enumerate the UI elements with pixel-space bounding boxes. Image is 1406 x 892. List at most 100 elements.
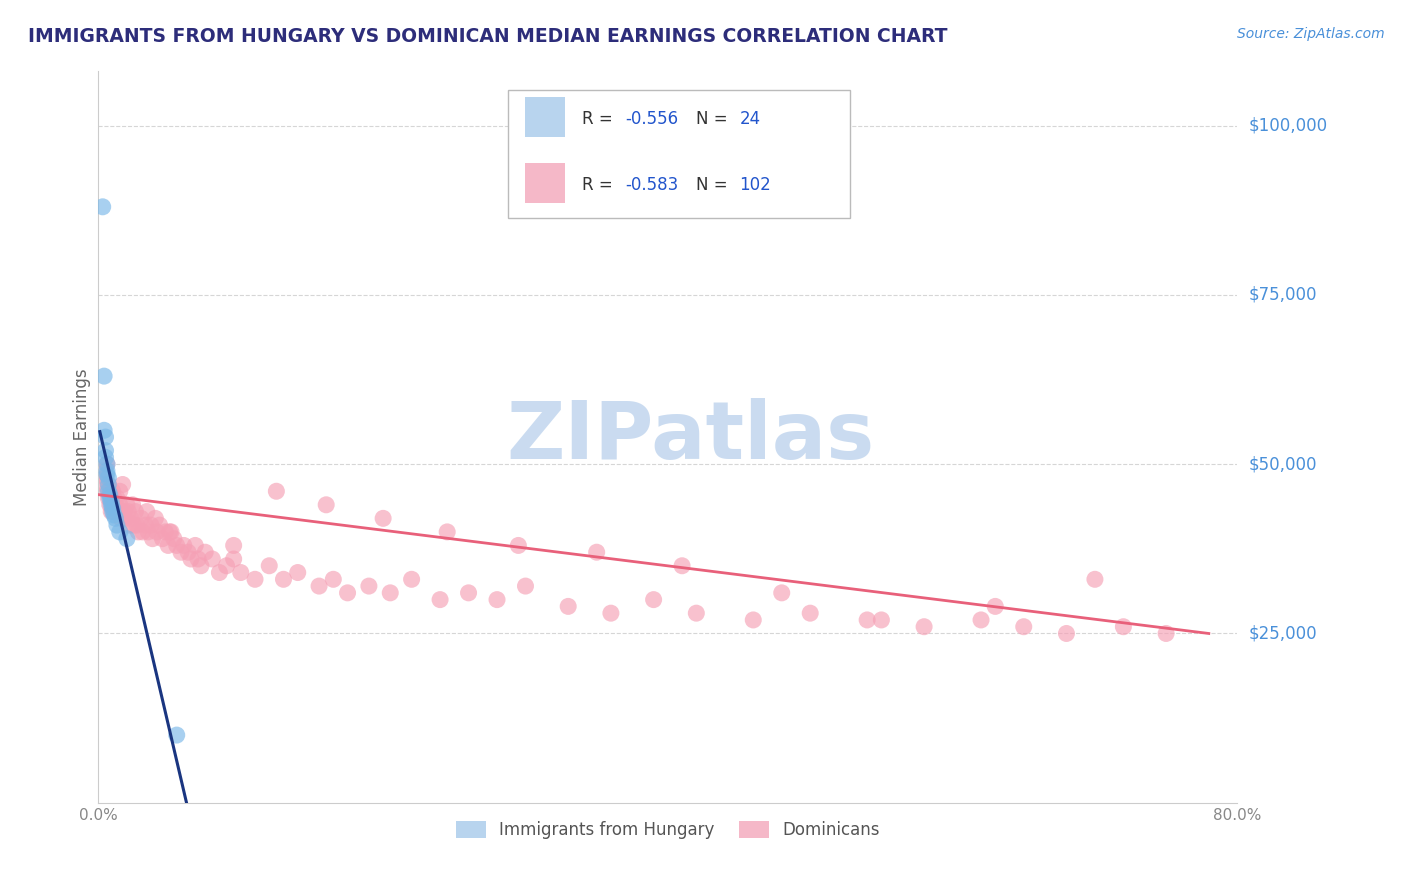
Point <box>103 491 125 505</box>
Point <box>103 508 125 522</box>
Point <box>157 538 180 552</box>
Point <box>93 477 115 491</box>
Point <box>184 538 207 552</box>
Point <box>98 484 121 499</box>
Point <box>770 586 793 600</box>
Point <box>107 505 129 519</box>
Point <box>1112 620 1135 634</box>
Point <box>94 430 117 444</box>
Point <box>135 505 157 519</box>
FancyBboxPatch shape <box>526 163 565 203</box>
Text: -0.583: -0.583 <box>626 176 679 194</box>
Point <box>97 491 120 505</box>
Point <box>91 464 114 478</box>
Point <box>173 538 195 552</box>
Point <box>105 491 128 505</box>
Point <box>118 518 141 533</box>
Text: IMMIGRANTS FROM HUNGARY VS DOMINICAN MEDIAN EARNINGS CORRELATION CHART: IMMIGRANTS FROM HUNGARY VS DOMINICAN MED… <box>28 27 948 45</box>
Point <box>98 498 121 512</box>
Point <box>111 477 134 491</box>
Point <box>336 586 359 600</box>
Point <box>856 613 879 627</box>
Point <box>96 467 118 482</box>
Point <box>1154 626 1177 640</box>
Point <box>129 511 152 525</box>
Legend: Immigrants from Hungary, Dominicans: Immigrants from Hungary, Dominicans <box>449 814 887 846</box>
Point <box>94 450 117 465</box>
Point <box>222 552 245 566</box>
Point <box>643 592 665 607</box>
Point <box>131 524 153 539</box>
Point <box>115 532 138 546</box>
Point <box>115 498 138 512</box>
Point <box>515 579 537 593</box>
Point <box>742 613 765 627</box>
Text: 102: 102 <box>740 176 772 194</box>
Text: $50,000: $50,000 <box>1249 455 1317 473</box>
Point <box>170 545 193 559</box>
Point <box>166 538 188 552</box>
Point <box>93 369 115 384</box>
Point <box>799 606 821 620</box>
Point <box>1084 572 1107 586</box>
Point <box>222 538 245 552</box>
Point <box>1056 626 1078 640</box>
Point <box>287 566 309 580</box>
Point <box>155 524 177 539</box>
Point <box>98 488 121 502</box>
Point <box>208 566 231 580</box>
Point <box>97 477 120 491</box>
Point <box>380 586 402 600</box>
Point <box>139 518 162 533</box>
Point <box>1012 620 1035 634</box>
Point <box>187 552 209 566</box>
Point <box>96 484 118 499</box>
Point <box>101 484 124 499</box>
Point <box>114 511 136 525</box>
Point <box>159 524 181 539</box>
Text: $25,000: $25,000 <box>1249 624 1317 642</box>
Point <box>122 518 145 533</box>
Point <box>100 491 122 505</box>
Point <box>315 498 337 512</box>
Point <box>984 599 1007 614</box>
Text: -0.556: -0.556 <box>626 110 679 128</box>
Text: 24: 24 <box>740 110 761 128</box>
Point <box>136 524 159 539</box>
Text: $75,000: $75,000 <box>1249 285 1317 304</box>
Point <box>436 524 458 539</box>
Point <box>401 572 423 586</box>
Point <box>149 518 172 533</box>
Point <box>100 505 122 519</box>
Point <box>110 511 132 525</box>
Text: N =: N = <box>696 176 733 194</box>
Point <box>104 511 127 525</box>
Point <box>108 524 131 539</box>
Point <box>108 498 131 512</box>
Point <box>194 545 217 559</box>
Point <box>685 606 707 620</box>
Point <box>229 566 252 580</box>
Point <box>190 558 212 573</box>
Point <box>557 599 579 614</box>
Point <box>970 613 993 627</box>
Point <box>273 572 295 586</box>
Point <box>912 620 935 634</box>
Point <box>215 558 238 573</box>
Point <box>243 572 266 586</box>
Point <box>163 532 186 546</box>
Point <box>357 579 380 593</box>
Point <box>108 484 131 499</box>
Point <box>104 498 127 512</box>
Point <box>127 524 149 539</box>
Point <box>322 572 344 586</box>
Point <box>94 471 117 485</box>
Point <box>145 511 167 525</box>
Point <box>112 505 135 519</box>
Point <box>671 558 693 573</box>
Point <box>98 491 121 505</box>
Text: Source: ZipAtlas.com: Source: ZipAtlas.com <box>1237 27 1385 41</box>
Point <box>97 471 120 485</box>
Point <box>101 501 124 516</box>
Point <box>585 545 607 559</box>
